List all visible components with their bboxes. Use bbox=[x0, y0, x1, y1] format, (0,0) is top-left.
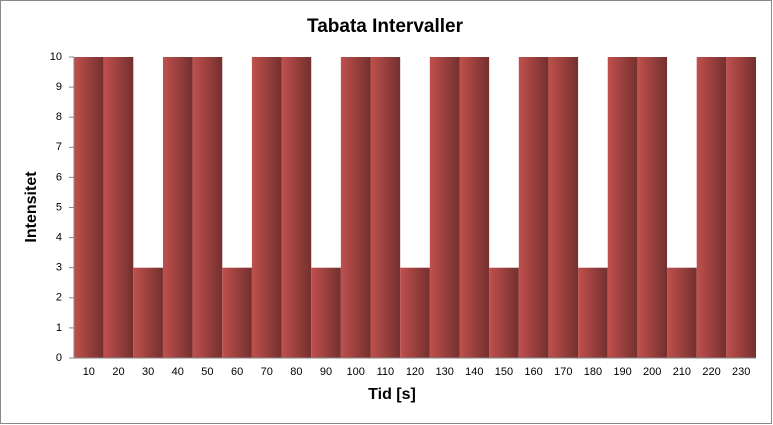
x-tick-label: 80 bbox=[290, 366, 302, 378]
x-tick-label: 60 bbox=[231, 366, 243, 378]
bar bbox=[103, 57, 134, 358]
x-tick-label: 160 bbox=[524, 366, 542, 378]
x-tick-label: 50 bbox=[201, 366, 213, 378]
x-tick-label: 220 bbox=[702, 366, 720, 378]
x-tick-label: 20 bbox=[112, 366, 124, 378]
y-tick-label: 4 bbox=[56, 232, 62, 244]
bar bbox=[192, 57, 223, 358]
y-axis-title: Intensitet bbox=[23, 171, 40, 243]
y-tick-label: 6 bbox=[56, 171, 62, 183]
x-tick-label: 110 bbox=[377, 366, 395, 378]
x-tick-label: 170 bbox=[554, 366, 572, 378]
bar bbox=[607, 57, 638, 358]
y-tick-label: 10 bbox=[50, 51, 62, 63]
x-tick-label: 190 bbox=[613, 366, 631, 378]
x-tick-label: 180 bbox=[584, 366, 602, 378]
bar bbox=[696, 57, 727, 358]
bar bbox=[518, 57, 549, 358]
x-tick-label: 90 bbox=[320, 366, 332, 378]
x-tick-label: 40 bbox=[172, 366, 184, 378]
y-tick-label: 2 bbox=[56, 292, 62, 304]
bar bbox=[489, 267, 519, 358]
bar bbox=[251, 57, 282, 358]
x-tick-label: 10 bbox=[83, 366, 95, 378]
x-tick-label: 100 bbox=[347, 366, 365, 378]
bar bbox=[133, 267, 163, 358]
x-tick-label: 140 bbox=[465, 366, 483, 378]
bar bbox=[222, 267, 252, 358]
x-tick-label: 130 bbox=[435, 366, 453, 378]
x-tick-label: 150 bbox=[495, 366, 513, 378]
x-tick-label: 70 bbox=[261, 366, 273, 378]
bar bbox=[400, 267, 430, 358]
bar bbox=[340, 57, 371, 358]
y-tick-label: 7 bbox=[56, 141, 62, 153]
bar bbox=[548, 57, 579, 358]
bar bbox=[429, 57, 460, 358]
bar bbox=[74, 57, 104, 358]
bar bbox=[578, 267, 608, 358]
x-axis-title: Tid [s] bbox=[368, 386, 416, 403]
bar bbox=[459, 57, 490, 358]
bar bbox=[311, 267, 341, 358]
y-tick-label: 8 bbox=[56, 111, 62, 123]
chart-title: Tabata Intervaller bbox=[307, 16, 464, 37]
x-tick-label: 200 bbox=[643, 366, 661, 378]
bar bbox=[281, 57, 312, 358]
bar bbox=[162, 57, 193, 358]
x-tick-label: 230 bbox=[732, 366, 750, 378]
bar bbox=[667, 267, 697, 358]
x-tick-label: 30 bbox=[142, 366, 154, 378]
x-tick-label: 210 bbox=[673, 366, 691, 378]
y-tick-label: 1 bbox=[56, 322, 62, 334]
bar bbox=[726, 57, 756, 358]
y-tick-label: 5 bbox=[56, 201, 62, 213]
y-tick-label: 0 bbox=[56, 352, 62, 364]
bar bbox=[637, 57, 668, 358]
x-tick-label: 120 bbox=[406, 366, 424, 378]
bar bbox=[370, 57, 401, 358]
y-tick-label: 3 bbox=[56, 262, 62, 274]
y-tick-label: 9 bbox=[56, 81, 62, 93]
